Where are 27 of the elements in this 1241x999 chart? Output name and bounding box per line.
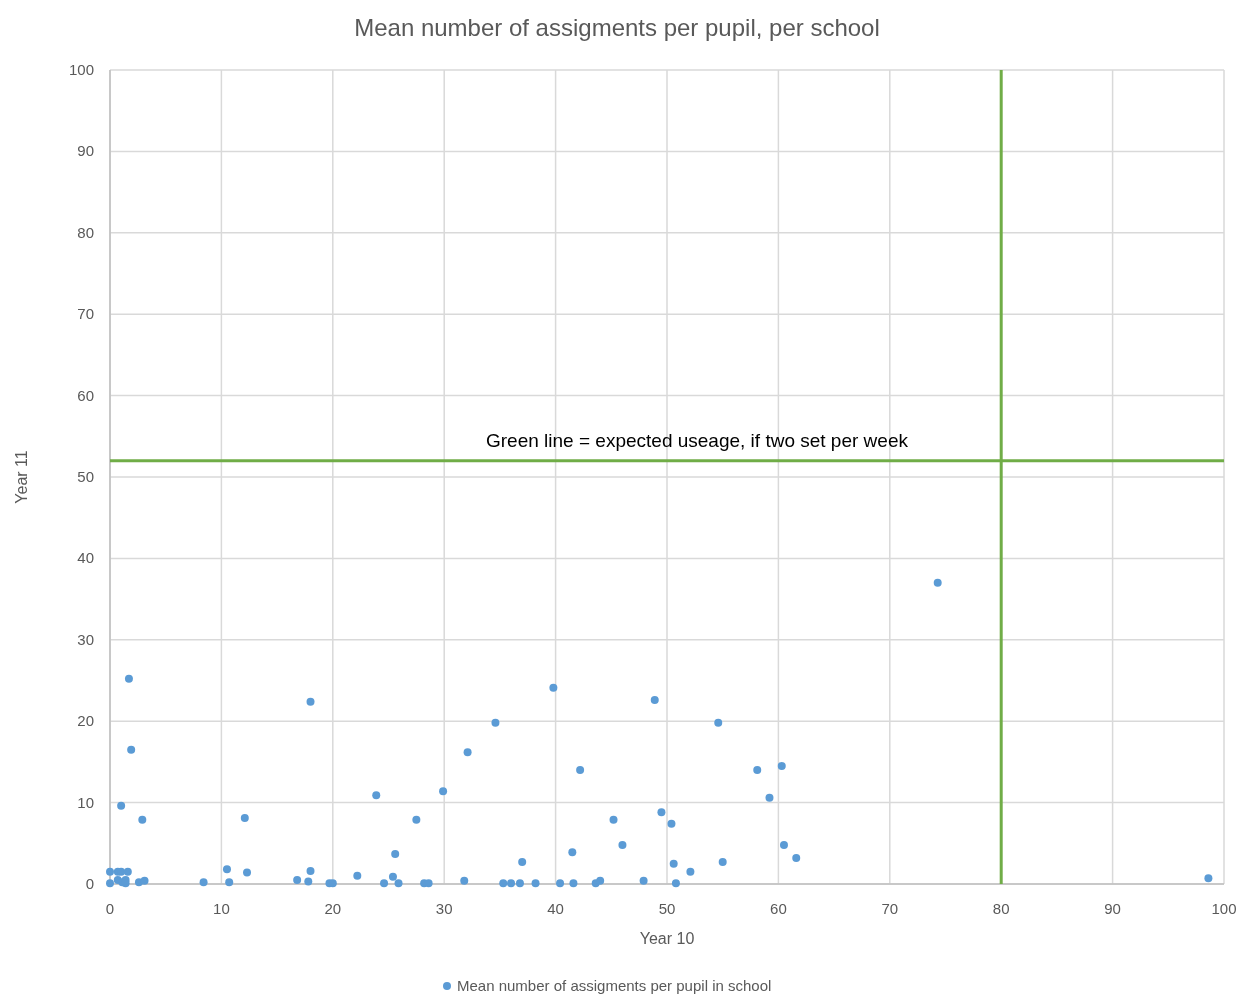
x-tick-label: 30 bbox=[435, 900, 453, 917]
y-tick-label: 0 bbox=[85, 875, 94, 892]
x-tick-label: 50 bbox=[658, 900, 676, 917]
y-tick-label: 90 bbox=[77, 142, 94, 160]
chart-title: Mean number of assigments per pupil, per school bbox=[354, 14, 880, 41]
x-axis-title: Year 10 bbox=[639, 930, 695, 947]
x-tick-label: 80 bbox=[992, 900, 1010, 917]
y-tick-label: 80 bbox=[77, 223, 94, 241]
y-tick-label: 30 bbox=[77, 630, 94, 648]
legend-label: Mean number of assigments per pupil in school bbox=[457, 977, 772, 994]
x-tick-label: 60 bbox=[770, 900, 787, 917]
y-tick-label: 100 bbox=[68, 61, 94, 78]
x-tick-label: 40 bbox=[547, 900, 564, 917]
ref-line-label: Green line = expected useage, if two set per week bbox=[486, 429, 909, 451]
y-axis-title: Year 11 bbox=[13, 450, 30, 504]
x-tick-label: 100 bbox=[1211, 900, 1237, 917]
y-tick-label: 20 bbox=[77, 712, 94, 730]
x-tick-label: 90 bbox=[1104, 900, 1121, 917]
y-tick-label: 40 bbox=[77, 549, 94, 567]
x-tick-label: 70 bbox=[881, 900, 899, 917]
y-tick-label: 60 bbox=[77, 386, 94, 404]
y-tick-label: 50 bbox=[77, 468, 94, 485]
x-tick-label: 0 bbox=[105, 900, 115, 917]
y-tick-label: 70 bbox=[77, 305, 94, 323]
y-tick-label: 10 bbox=[77, 793, 94, 811]
x-tick-label: 10 bbox=[213, 900, 230, 917]
x-tick-label: 20 bbox=[324, 900, 342, 917]
